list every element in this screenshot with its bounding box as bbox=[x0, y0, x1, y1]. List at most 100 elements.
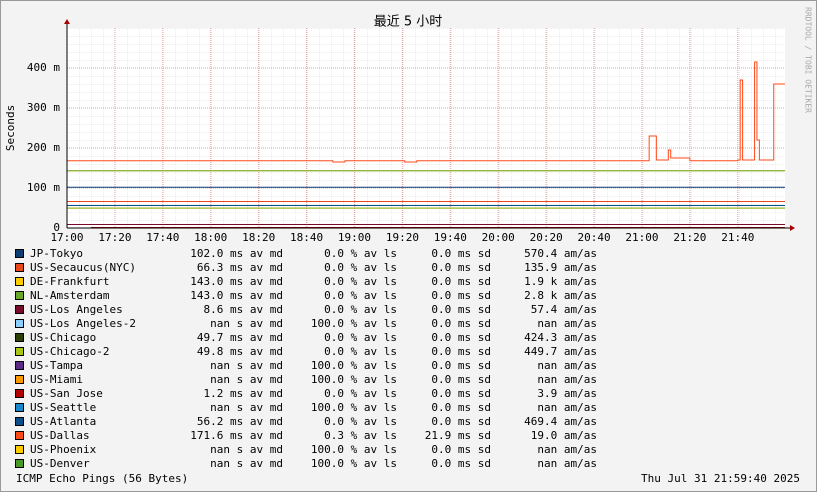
x-arrow bbox=[790, 225, 795, 231]
legend-stat: 0.0 ms sd bbox=[431, 345, 491, 358]
x-tick-label: 18:00 bbox=[194, 231, 227, 244]
legend-stat: 57.4 am/as bbox=[531, 303, 597, 316]
x-tick-label: 20:20 bbox=[530, 231, 563, 244]
y-tick-label: 400 m bbox=[27, 61, 60, 74]
legend-stat: 21.9 ms sd bbox=[425, 429, 491, 442]
y-tick-label: 300 m bbox=[27, 101, 60, 114]
x-tick-label: 21:40 bbox=[721, 231, 754, 244]
legend-stat: 100.0 % av ls bbox=[311, 443, 397, 456]
x-tick-label: 20:40 bbox=[577, 231, 610, 244]
side-text: RRDTOOL / TOBI OETIKER bbox=[804, 7, 813, 113]
legend-label: NL-Amsterdam bbox=[30, 289, 110, 302]
legend-swatch bbox=[15, 361, 24, 370]
x-tick-label: 19:20 bbox=[386, 231, 419, 244]
legend-stat: nan am/as bbox=[537, 373, 597, 386]
legend-stat: 0.0 ms sd bbox=[431, 373, 491, 386]
legend-stat: nan s av md bbox=[210, 373, 283, 386]
legend-swatch bbox=[15, 249, 24, 258]
legend-stat: 49.7 ms av md bbox=[197, 331, 283, 344]
legend-swatch bbox=[15, 291, 24, 300]
legend-stat: nan am/as bbox=[537, 401, 597, 414]
legend-stat: 0.0 % av ls bbox=[324, 387, 397, 400]
legend-stat: 0.0 % av ls bbox=[324, 247, 397, 260]
legend-stat: 0.0 ms sd bbox=[431, 303, 491, 316]
legend-label: US-Chicago-2 bbox=[30, 345, 109, 358]
legend-stat: 100.0 % av ls bbox=[311, 373, 397, 386]
y-tick-label: 0 bbox=[53, 221, 60, 234]
x-tick-label: 21:20 bbox=[673, 231, 706, 244]
legend-stat: nan am/as bbox=[537, 359, 597, 372]
legend-label: JP-Tokyo bbox=[30, 247, 83, 260]
legend-stat: 0.0 ms sd bbox=[431, 387, 491, 400]
y-tick-label: 200 m bbox=[27, 141, 60, 154]
legend-stat: 8.6 ms av md bbox=[204, 303, 283, 316]
legend-swatch bbox=[15, 305, 24, 314]
legend-stat: 0.0 ms sd bbox=[431, 247, 491, 260]
legend-swatch bbox=[15, 459, 24, 468]
legend-stat: nan s av md bbox=[210, 443, 283, 456]
legend-stat: 171.6 ms av md bbox=[190, 429, 283, 442]
legend-stat: 0.0 ms sd bbox=[431, 275, 491, 288]
legend-stat: 469.4 am/as bbox=[524, 415, 597, 428]
legend-label: US-Los Angeles bbox=[30, 303, 123, 316]
x-tick-label: 20:00 bbox=[482, 231, 515, 244]
legend-swatch bbox=[15, 347, 24, 356]
legend-swatch bbox=[15, 319, 24, 328]
legend-stat: 0.3 % av ls bbox=[324, 429, 397, 442]
y-arrow bbox=[64, 19, 70, 24]
legend-stat: nan s av md bbox=[210, 457, 283, 470]
x-tick-label: 21:00 bbox=[625, 231, 658, 244]
legend-stat: 100.0 % av ls bbox=[311, 359, 397, 372]
legend-swatch bbox=[15, 389, 24, 398]
x-tick-label: 17:00 bbox=[50, 231, 83, 244]
legend-stat: 0.0 % av ls bbox=[324, 261, 397, 274]
x-tick-label: 18:20 bbox=[242, 231, 275, 244]
footer-right: Thu Jul 31 21:59:40 2025 bbox=[641, 472, 800, 485]
series-line bbox=[67, 61, 785, 163]
x-tick-label: 17:20 bbox=[98, 231, 131, 244]
legend-label: US-Denver bbox=[30, 457, 90, 470]
legend-label: DE-Frankfurt bbox=[30, 275, 109, 288]
legend-swatch bbox=[15, 333, 24, 342]
footer-left: ICMP Echo Pings (56 Bytes) bbox=[16, 472, 188, 485]
legend-stat: nan s av md bbox=[210, 359, 283, 372]
chart-title: 最近 5 小时 bbox=[374, 15, 443, 30]
legend-stat: 0.0 ms sd bbox=[431, 261, 491, 274]
legend-label: US-Seattle bbox=[30, 401, 96, 414]
legend-stat: 0.0 ms sd bbox=[431, 415, 491, 428]
x-tick-label: 17:40 bbox=[146, 231, 179, 244]
legend-stat: 2.8 k am/as bbox=[524, 289, 597, 302]
legend-stat: 0.0 % av ls bbox=[324, 289, 397, 302]
legend-stat: 135.9 am/as bbox=[524, 261, 597, 274]
legend-stat: 1.9 k am/as bbox=[524, 275, 597, 288]
legend-swatch bbox=[15, 417, 24, 426]
legend-stat: 0.0 ms sd bbox=[431, 331, 491, 344]
legend-stat: 143.0 ms av md bbox=[190, 289, 283, 302]
x-tick-label: 19:40 bbox=[434, 231, 467, 244]
legend-swatch bbox=[15, 375, 24, 384]
legend-stat: 424.3 am/as bbox=[524, 331, 597, 344]
legend-stat: 0.0 ms sd bbox=[431, 401, 491, 414]
legend-swatch bbox=[15, 263, 24, 272]
legend-stat: 0.0 % av ls bbox=[324, 303, 397, 316]
legend-swatch bbox=[15, 445, 24, 454]
legend-stat: nan s av md bbox=[210, 317, 283, 330]
legend-stat: nan s av md bbox=[210, 401, 283, 414]
legend-swatch bbox=[15, 431, 24, 440]
legend-stat: 19.0 am/as bbox=[531, 429, 597, 442]
legend-stat: 0.0 ms sd bbox=[431, 289, 491, 302]
legend-stat: 0.0 % av ls bbox=[324, 415, 397, 428]
legend-stat: 0.0 ms sd bbox=[431, 317, 491, 330]
legend-stat: 570.4 am/as bbox=[524, 247, 597, 260]
legend-stat: 100.0 % av ls bbox=[311, 457, 397, 470]
legend-label: US-Miami bbox=[30, 373, 83, 386]
legend-label: US-San Jose bbox=[30, 387, 103, 400]
legend-stat: 0.0 ms sd bbox=[431, 359, 491, 372]
legend-label: US-Los Angeles-2 bbox=[30, 317, 136, 330]
legend-swatch bbox=[15, 403, 24, 412]
legend-stat: 66.3 ms av md bbox=[197, 261, 283, 274]
legend-stat: 100.0 % av ls bbox=[311, 401, 397, 414]
legend-stat: 100.0 % av ls bbox=[311, 317, 397, 330]
legend-stat: 0.0 % av ls bbox=[324, 345, 397, 358]
